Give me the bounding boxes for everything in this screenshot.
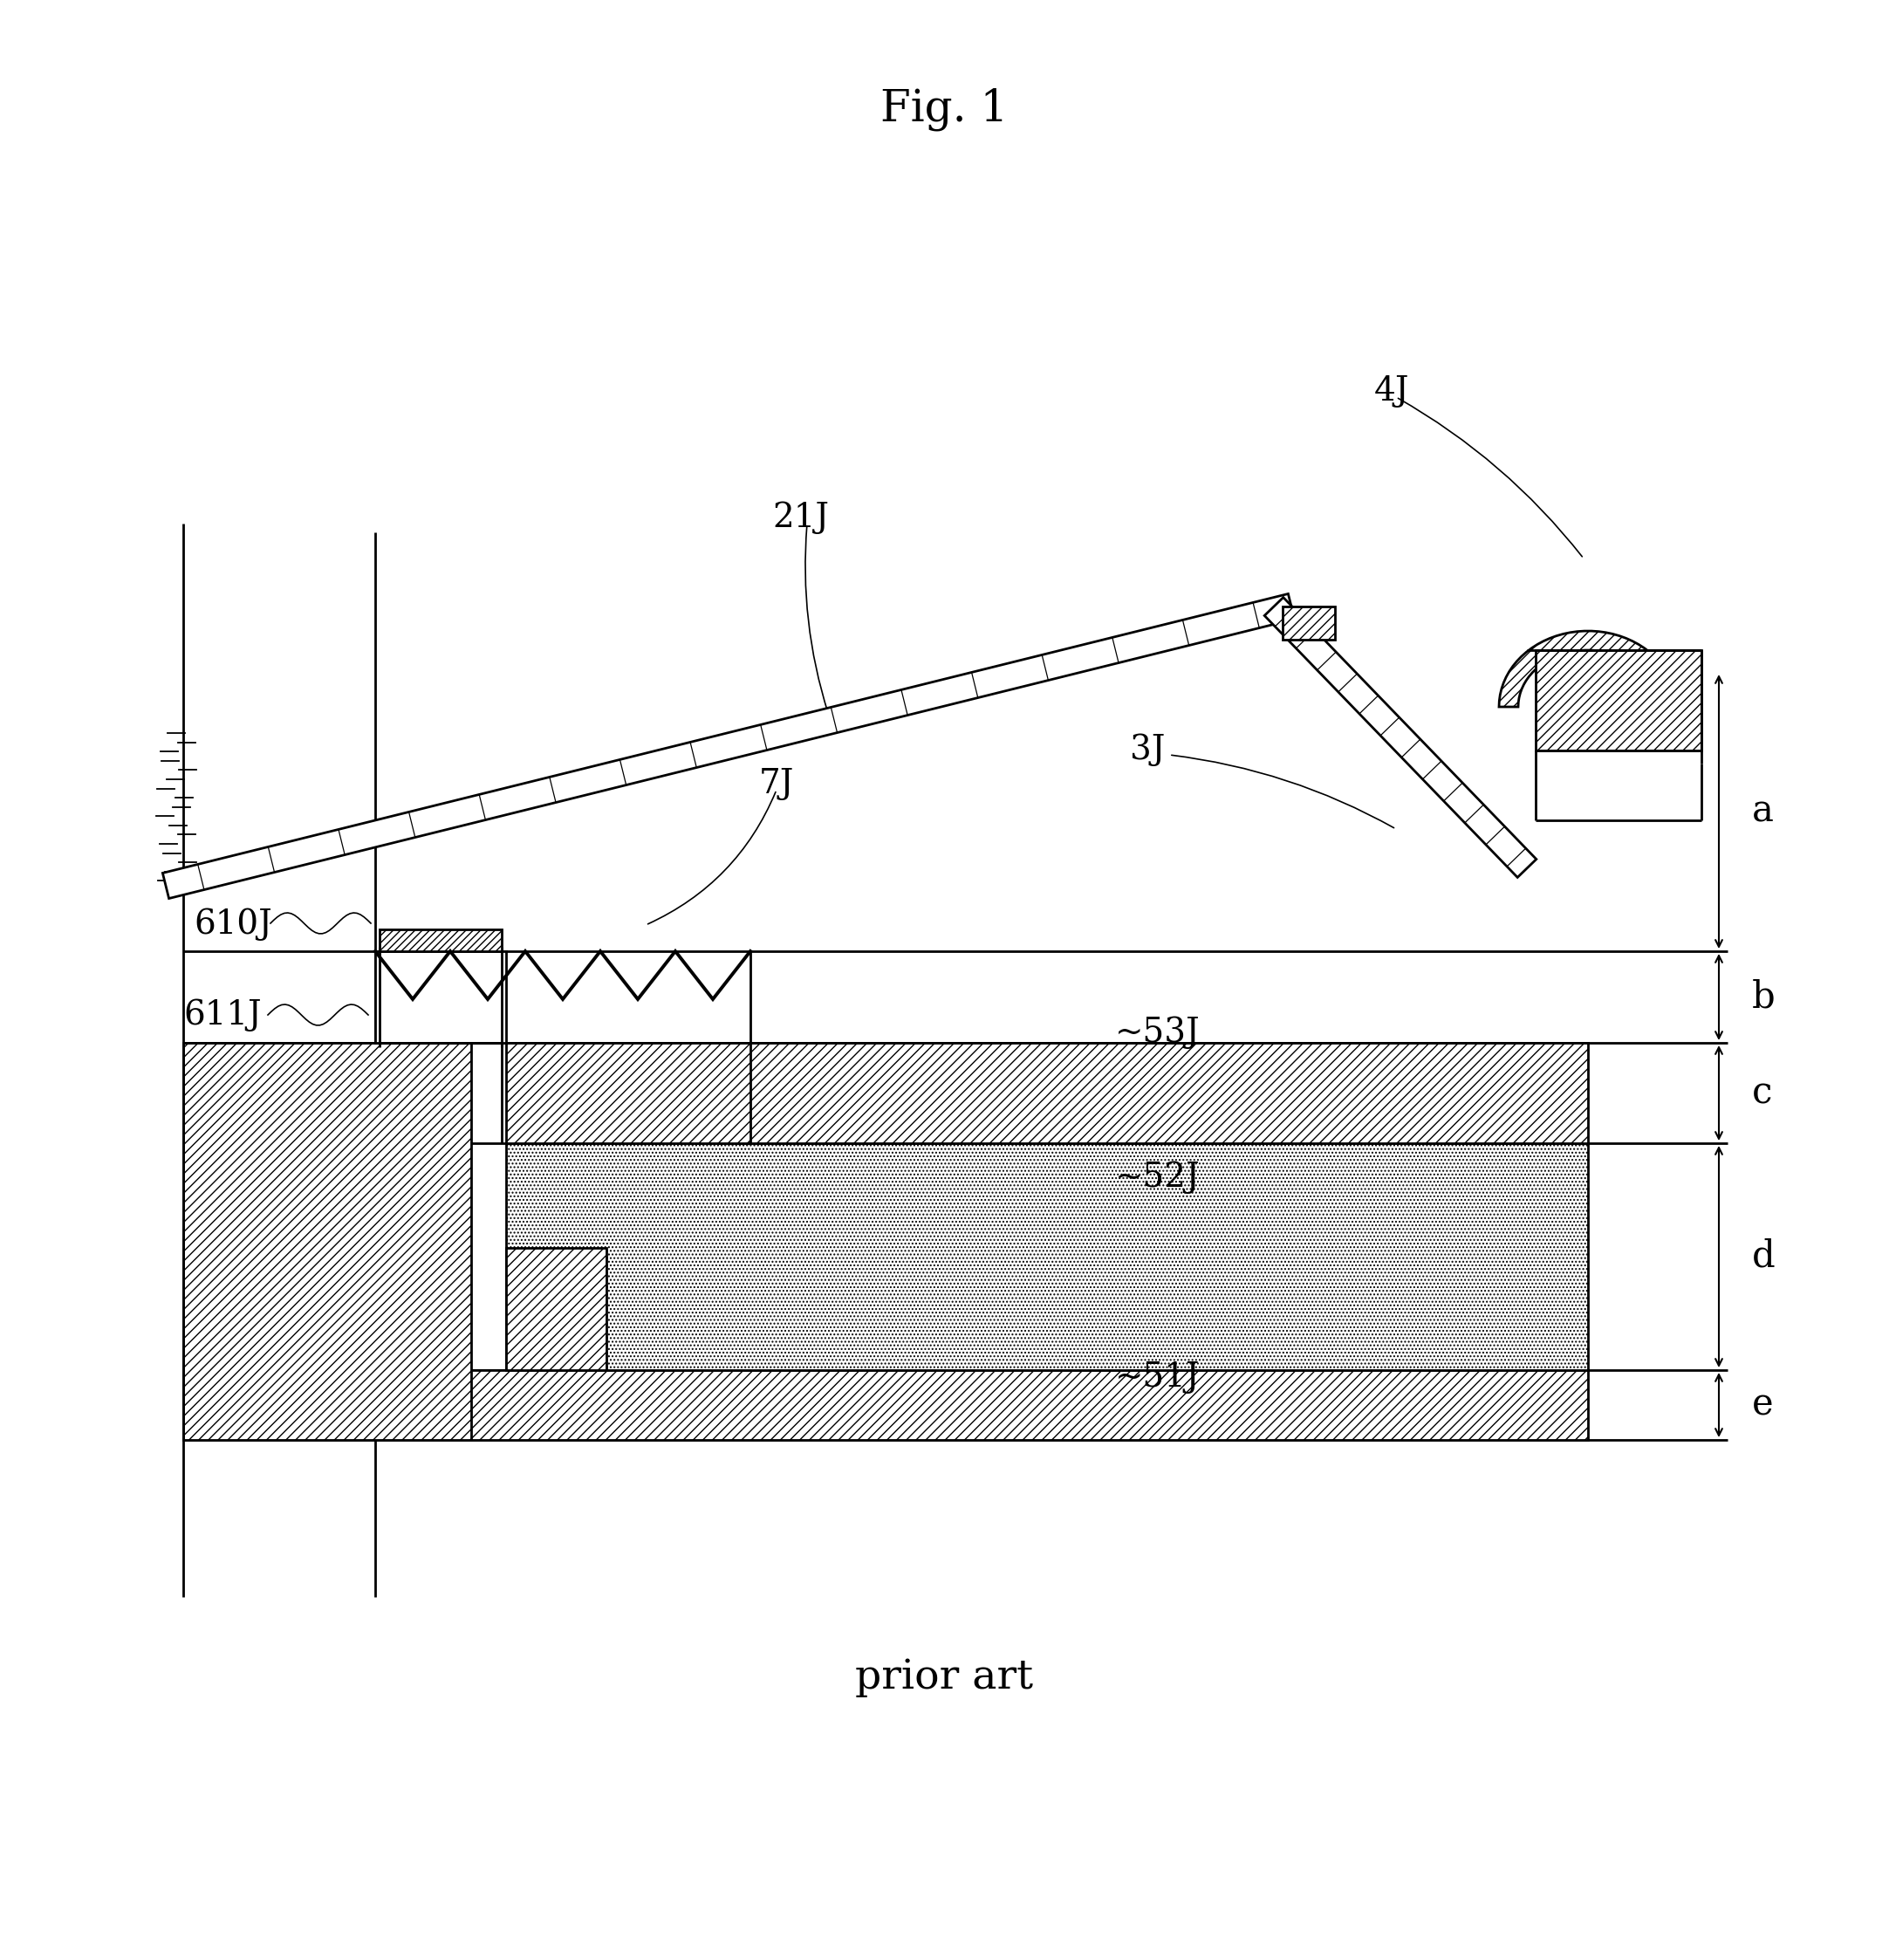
Bar — [183, 1370, 1589, 1441]
Text: e: e — [1751, 1386, 1774, 1423]
Text: ~51J: ~51J — [1115, 1362, 1200, 1394]
Bar — [506, 1043, 1589, 1143]
Text: c: c — [1751, 1074, 1772, 1111]
Text: 611J: 611J — [183, 1000, 261, 1031]
Text: a: a — [1751, 794, 1774, 829]
Polygon shape — [162, 594, 1294, 898]
Bar — [1536, 651, 1702, 751]
Text: 21J: 21J — [773, 502, 829, 535]
Bar — [506, 1249, 606, 1370]
Bar — [506, 1143, 1589, 1370]
Bar — [183, 1043, 470, 1441]
Text: prior art: prior art — [856, 1658, 1033, 1697]
Text: ~53J: ~53J — [1115, 1017, 1200, 1049]
Text: 7J: 7J — [759, 768, 793, 800]
Polygon shape — [1500, 631, 1677, 708]
Text: 3J: 3J — [1130, 733, 1166, 766]
Text: ~52J: ~52J — [1115, 1160, 1200, 1194]
Text: 4J: 4J — [1373, 374, 1409, 408]
Text: Fig. 1: Fig. 1 — [880, 88, 1009, 131]
Text: d: d — [1751, 1239, 1776, 1274]
Text: 610J: 610J — [195, 907, 272, 941]
Polygon shape — [1283, 606, 1336, 639]
Bar — [376, 951, 506, 1043]
Polygon shape — [380, 929, 502, 951]
Polygon shape — [1264, 598, 1536, 878]
Text: b: b — [1751, 978, 1776, 1015]
